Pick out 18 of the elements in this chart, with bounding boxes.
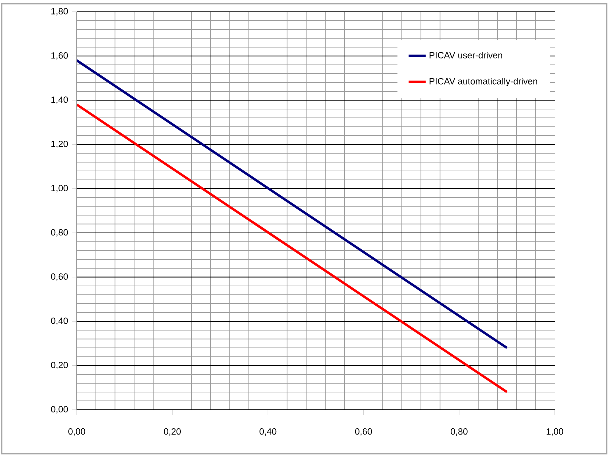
y-tick-label: 1,60 [52,52,68,60]
y-tick-label: 0,60 [51,274,68,282]
y-tick-label: 1,00 [52,185,68,193]
x-tick-label: 0,40 [260,428,277,436]
y-tick-label: 0,00 [51,406,68,414]
y-tick-label: 0,40 [51,318,68,326]
y-tick-label: 1,20 [52,140,68,148]
x-tick-label: 1,00 [546,428,564,436]
x-tick-label: 0,00 [68,428,86,436]
x-tick-label: 0,20 [164,428,182,436]
y-tick-label: 1,40 [52,96,68,104]
legend-label: PICAV automatically-driven [430,78,538,86]
x-tick-label: 0,60 [355,428,372,436]
y-tick-label: 1,80 [52,8,68,16]
x-tick-label: 0,80 [450,428,468,436]
y-tick-label: 0,80 [51,229,68,237]
y-tick-label: 0,20 [51,362,68,370]
legend-label: PICAV user-driven [430,52,502,59]
